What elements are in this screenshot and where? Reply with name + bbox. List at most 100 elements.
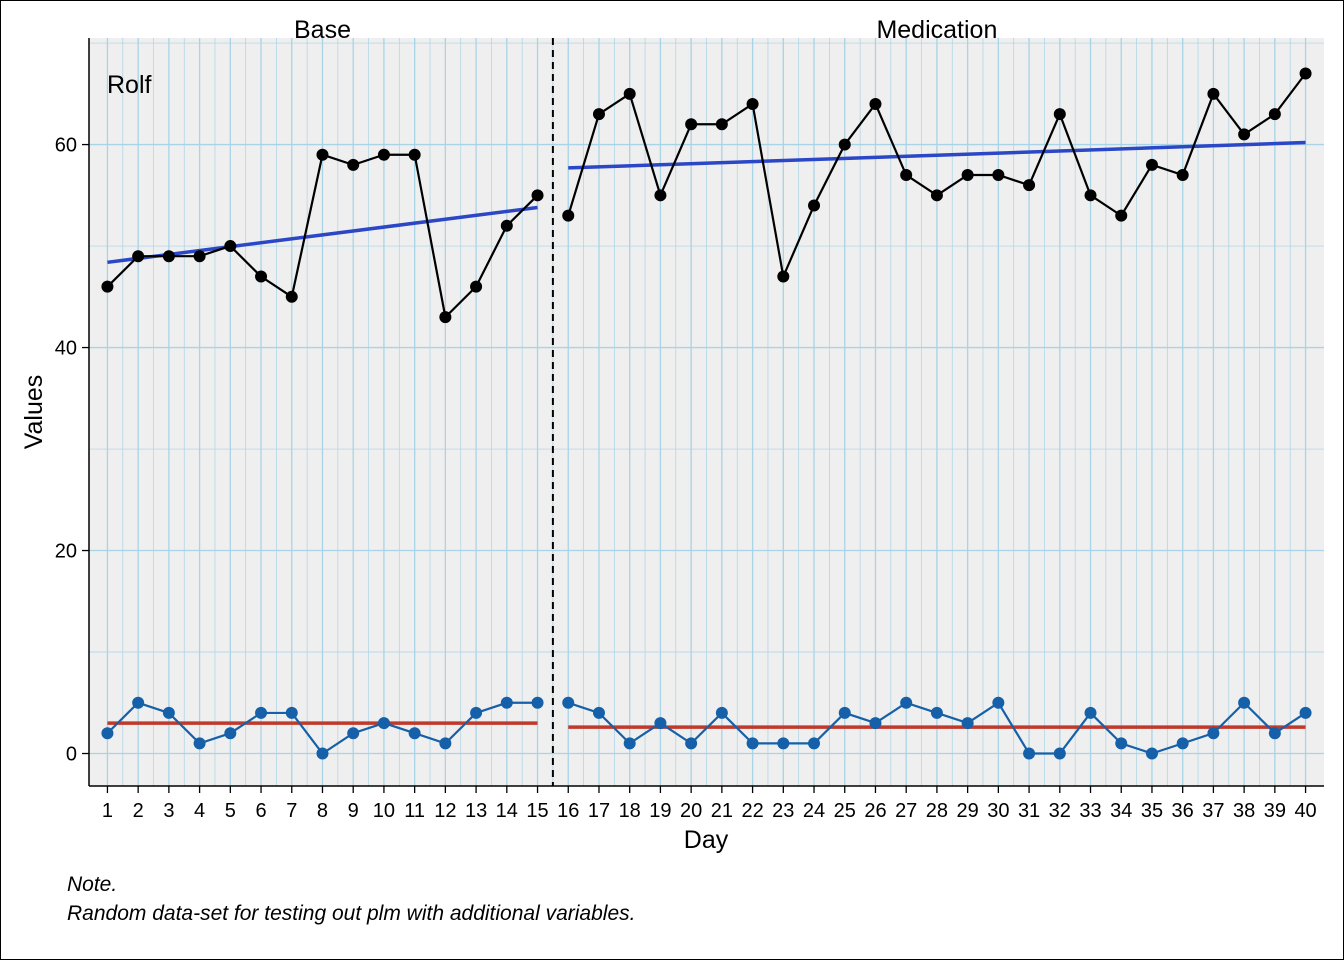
series-0-point: [654, 189, 667, 202]
x-tick-label: 9: [348, 800, 359, 822]
series-0-point: [961, 169, 974, 182]
phase-label-medication: Medication: [876, 16, 997, 44]
series-0-point: [285, 290, 298, 303]
series-1-point: [439, 737, 452, 750]
series-0-point: [746, 97, 759, 110]
x-tick-label: 30: [987, 800, 1009, 822]
x-tick-label: 4: [194, 800, 205, 822]
series-1-point: [162, 706, 175, 719]
series-0-point: [1299, 67, 1312, 80]
axis-ticks: 1 2 3 4 5 6 7 8 9 10 11 12 13 14 15 16 17 18 19 20 21 22 23 24 2…: [55, 135, 1317, 822]
series-1-point: [1207, 727, 1220, 740]
chart: 1 2 3 4 5 6 7 8 9 10 11 12 13 14 15 16 17 18 19 20 21 22 23 24 2…: [20, 16, 1324, 854]
y-axis-label: Values: [20, 375, 48, 450]
x-tick-label: 34: [1110, 800, 1132, 822]
trend-line-medication: [568, 140, 1306, 170]
series-0-point: [224, 240, 237, 253]
series-0-point: [992, 169, 1005, 182]
series-1-point: [685, 737, 698, 750]
series-0-point: [162, 250, 175, 263]
series-0-point: [377, 148, 390, 161]
series-1-point: [1053, 747, 1066, 760]
series-1-point: [1268, 727, 1281, 740]
series-0-point: [592, 108, 605, 121]
phase-labels: Base Medication: [294, 16, 997, 44]
series-0-point: [930, 189, 943, 202]
series-1-point: [1176, 737, 1189, 750]
series-0-point: [1207, 87, 1220, 100]
x-tick-label: 1: [102, 800, 113, 822]
series-0-point: [1176, 169, 1189, 182]
series-1-point: [623, 737, 636, 750]
x-tick-label: 15: [526, 800, 548, 822]
x-tick-label: 16: [557, 800, 579, 822]
series-1-point: [808, 737, 821, 750]
series-1-point: [347, 727, 360, 740]
series-0-point: [101, 280, 114, 293]
series-0-point: [685, 118, 698, 131]
x-tick-label: 28: [926, 800, 948, 822]
series-0-point: [1053, 108, 1066, 121]
series-1-point: [1023, 747, 1036, 760]
x-tick-label: 6: [255, 800, 266, 822]
x-tick-label: 32: [1049, 800, 1071, 822]
series-0-point: [808, 199, 821, 212]
series-0-point: [470, 280, 483, 293]
series-0-point: [531, 189, 544, 202]
series-0-point: [193, 250, 206, 263]
x-tick-label: 23: [772, 800, 794, 822]
series-0-point: [623, 87, 636, 100]
x-tick-label: 14: [496, 800, 518, 822]
x-tick-label: 7: [286, 800, 297, 822]
series-0-point: [1268, 108, 1281, 121]
series-1-point: [377, 717, 390, 730]
x-tick-label: 36: [1172, 800, 1194, 822]
series-0-point: [439, 311, 452, 324]
grid-lines: [89, 38, 1324, 786]
series-1-point: [1145, 747, 1158, 760]
x-axis-label: Day: [684, 826, 729, 854]
series-1-point: [1084, 706, 1097, 719]
series-1-point: [900, 696, 913, 709]
series-1-point: [715, 706, 728, 719]
x-tick-label: 8: [317, 800, 328, 822]
series-0-point: [869, 97, 882, 110]
x-tick-label: 5: [225, 800, 236, 822]
series-1-point: [1299, 706, 1312, 719]
series-0-point: [500, 219, 513, 232]
note-heading: Note.: [67, 873, 118, 896]
series-0-point: [255, 270, 268, 283]
x-tick-label: 20: [680, 800, 702, 822]
series-1-point: [531, 696, 544, 709]
series-0-point: [1115, 209, 1128, 222]
series-1-point: [654, 717, 667, 730]
x-tick-label: 18: [619, 800, 641, 822]
phase-label-base: Base: [294, 16, 351, 44]
data-series: [101, 67, 1312, 760]
series-0-point: [347, 158, 360, 171]
x-tick-label: 38: [1233, 800, 1255, 822]
series-1-point: [500, 696, 513, 709]
x-tick-label: 33: [1079, 800, 1101, 822]
series-0-point: [1084, 189, 1097, 202]
series-1-point: [193, 737, 206, 750]
series-1-point: [961, 717, 974, 730]
series-0-point: [562, 209, 575, 222]
x-tick-label: 26: [864, 800, 886, 822]
x-tick-label: 31: [1018, 800, 1040, 822]
series-0-point: [777, 270, 790, 283]
series-1-point: [562, 696, 575, 709]
series-1-point: [869, 717, 882, 730]
y-tick-label: 20: [55, 541, 77, 563]
trend-lines: [107, 140, 1306, 729]
y-tick-label: 40: [55, 338, 77, 360]
series-0-point: [838, 138, 851, 151]
series-1-point: [285, 706, 298, 719]
series-1-point: [746, 737, 759, 750]
trend-line-base: [107, 205, 538, 265]
y-tick-label: 0: [66, 744, 77, 766]
series-1-point: [224, 727, 237, 740]
x-tick-label: 22: [741, 800, 763, 822]
series-1-point: [777, 737, 790, 750]
x-tick-label: 37: [1202, 800, 1224, 822]
